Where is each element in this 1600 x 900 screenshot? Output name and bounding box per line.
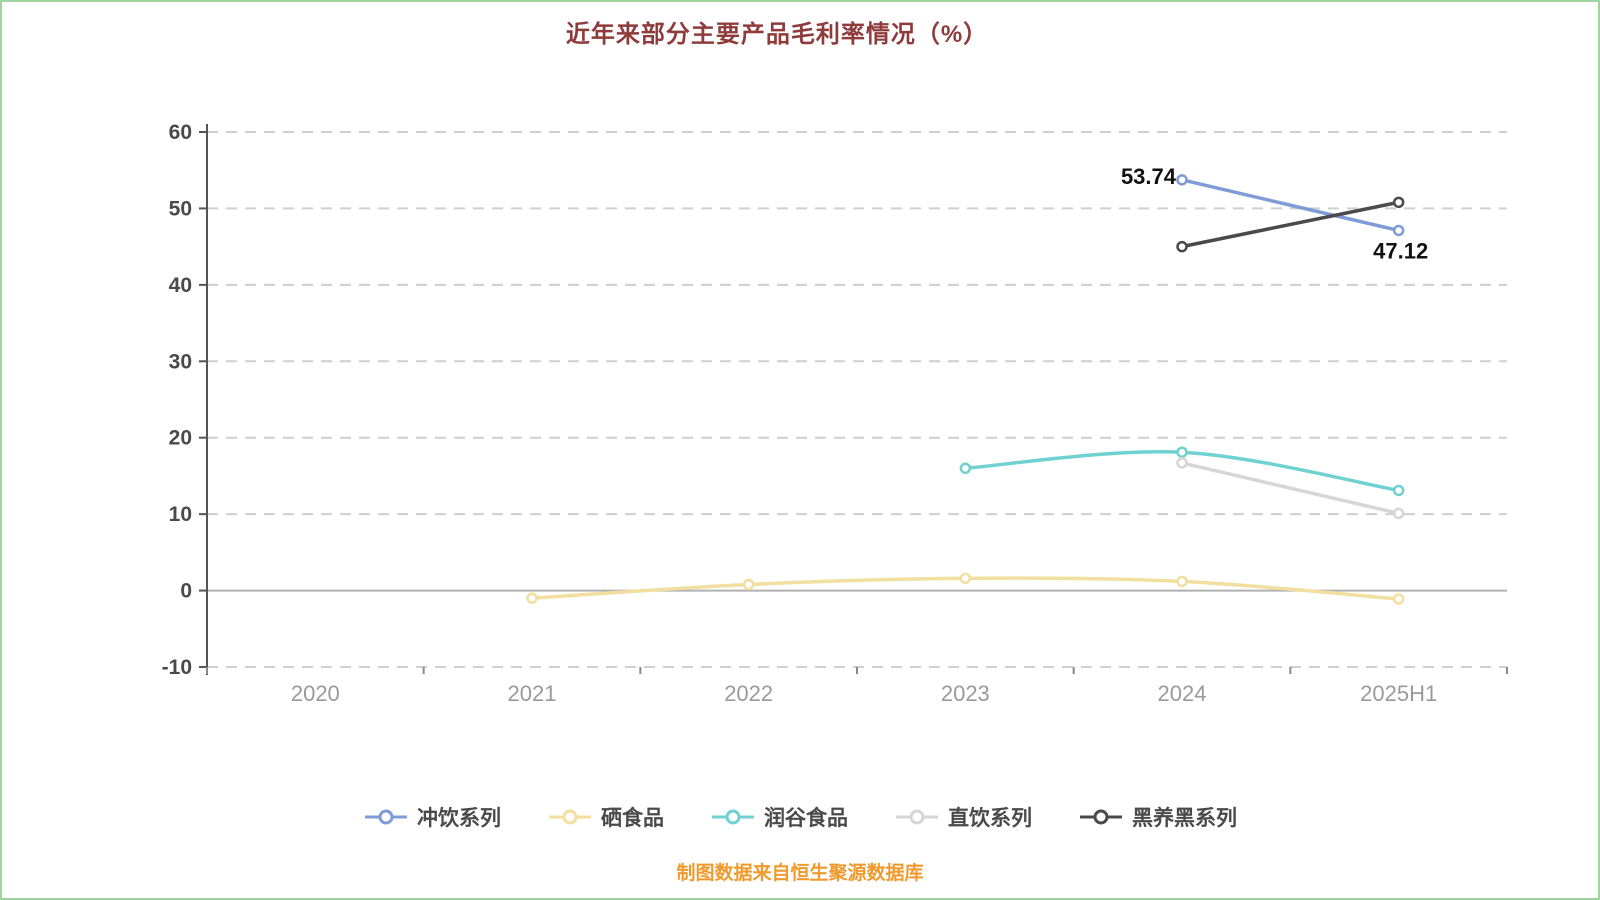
legend-label: 黑养黑系列 xyxy=(1132,807,1237,830)
y-tick-label: 60 xyxy=(169,121,192,144)
data-point xyxy=(1176,457,1188,469)
legend-item-1[interactable]: 硒食品 xyxy=(547,802,664,832)
data-point xyxy=(1392,507,1405,520)
x-tick-label: 2022 xyxy=(724,681,773,706)
y-tick-label: 50 xyxy=(169,197,192,220)
chart-title: 近年来部分主要产品毛利率情况（%） xyxy=(565,21,989,48)
data-point xyxy=(959,462,972,475)
data-point xyxy=(742,578,755,591)
data-point xyxy=(959,572,972,585)
point-label: 47.12 xyxy=(1373,238,1428,263)
x-tick-label: 2025H1 xyxy=(1360,681,1437,706)
legend-label: 直饮系列 xyxy=(948,807,1032,830)
data-point xyxy=(1392,484,1405,497)
legend-marker-icon xyxy=(549,809,591,825)
data-source-note: 制图数据来自恒生聚源数据库 xyxy=(676,863,924,884)
data-point xyxy=(1176,446,1188,458)
x-tick-label: 2020 xyxy=(291,681,340,706)
data-point xyxy=(1392,196,1405,209)
data-point xyxy=(1392,224,1405,237)
data-point xyxy=(526,592,538,604)
legend-marker-icon xyxy=(896,809,938,825)
y-tick-label: -10 xyxy=(162,656,192,679)
legend-item-0[interactable]: 冲饮系列 xyxy=(363,802,501,832)
legend-label: 硒食品 xyxy=(601,807,664,830)
point-label: 53.74 xyxy=(1121,164,1177,189)
legend-item-4[interactable]: 黑养黑系列 xyxy=(1078,802,1237,832)
data-point xyxy=(1392,593,1405,605)
x-tick-label: 2021 xyxy=(508,681,557,706)
y-tick-label: 0 xyxy=(180,580,192,603)
series-line-0 xyxy=(1180,178,1401,233)
legend-item-3[interactable]: 直饮系列 xyxy=(894,802,1032,832)
legend-label: 冲饮系列 xyxy=(417,807,501,830)
y-tick-label: 10 xyxy=(169,503,192,526)
y-tick-label: 20 xyxy=(169,427,192,450)
x-tick-label: 2024 xyxy=(1158,681,1207,706)
chart-svg: -10 0 10 20 30 40 50 60 2020 2021 2022 2023 2024 2025… xyxy=(162,121,1508,706)
legend-item-2[interactable]: 润谷食品 xyxy=(710,802,848,832)
x-tick-label: 2023 xyxy=(941,681,990,706)
data-point xyxy=(1176,240,1188,253)
data-point xyxy=(1176,575,1188,588)
legend-marker-icon xyxy=(365,809,407,825)
y-tick-label: 40 xyxy=(169,274,192,297)
y-tick-label: 30 xyxy=(169,350,192,373)
legend-marker-icon xyxy=(712,809,754,825)
legend-label: 润谷食品 xyxy=(764,807,848,830)
series-line-4 xyxy=(1180,200,1401,249)
legend: 冲饮系列 硒食品 润谷食品 直饮系列 黑养黑系列 xyxy=(2,802,1598,832)
series-line-3 xyxy=(1180,461,1401,516)
data-point xyxy=(1176,174,1188,186)
legend-marker-icon xyxy=(1080,809,1122,825)
